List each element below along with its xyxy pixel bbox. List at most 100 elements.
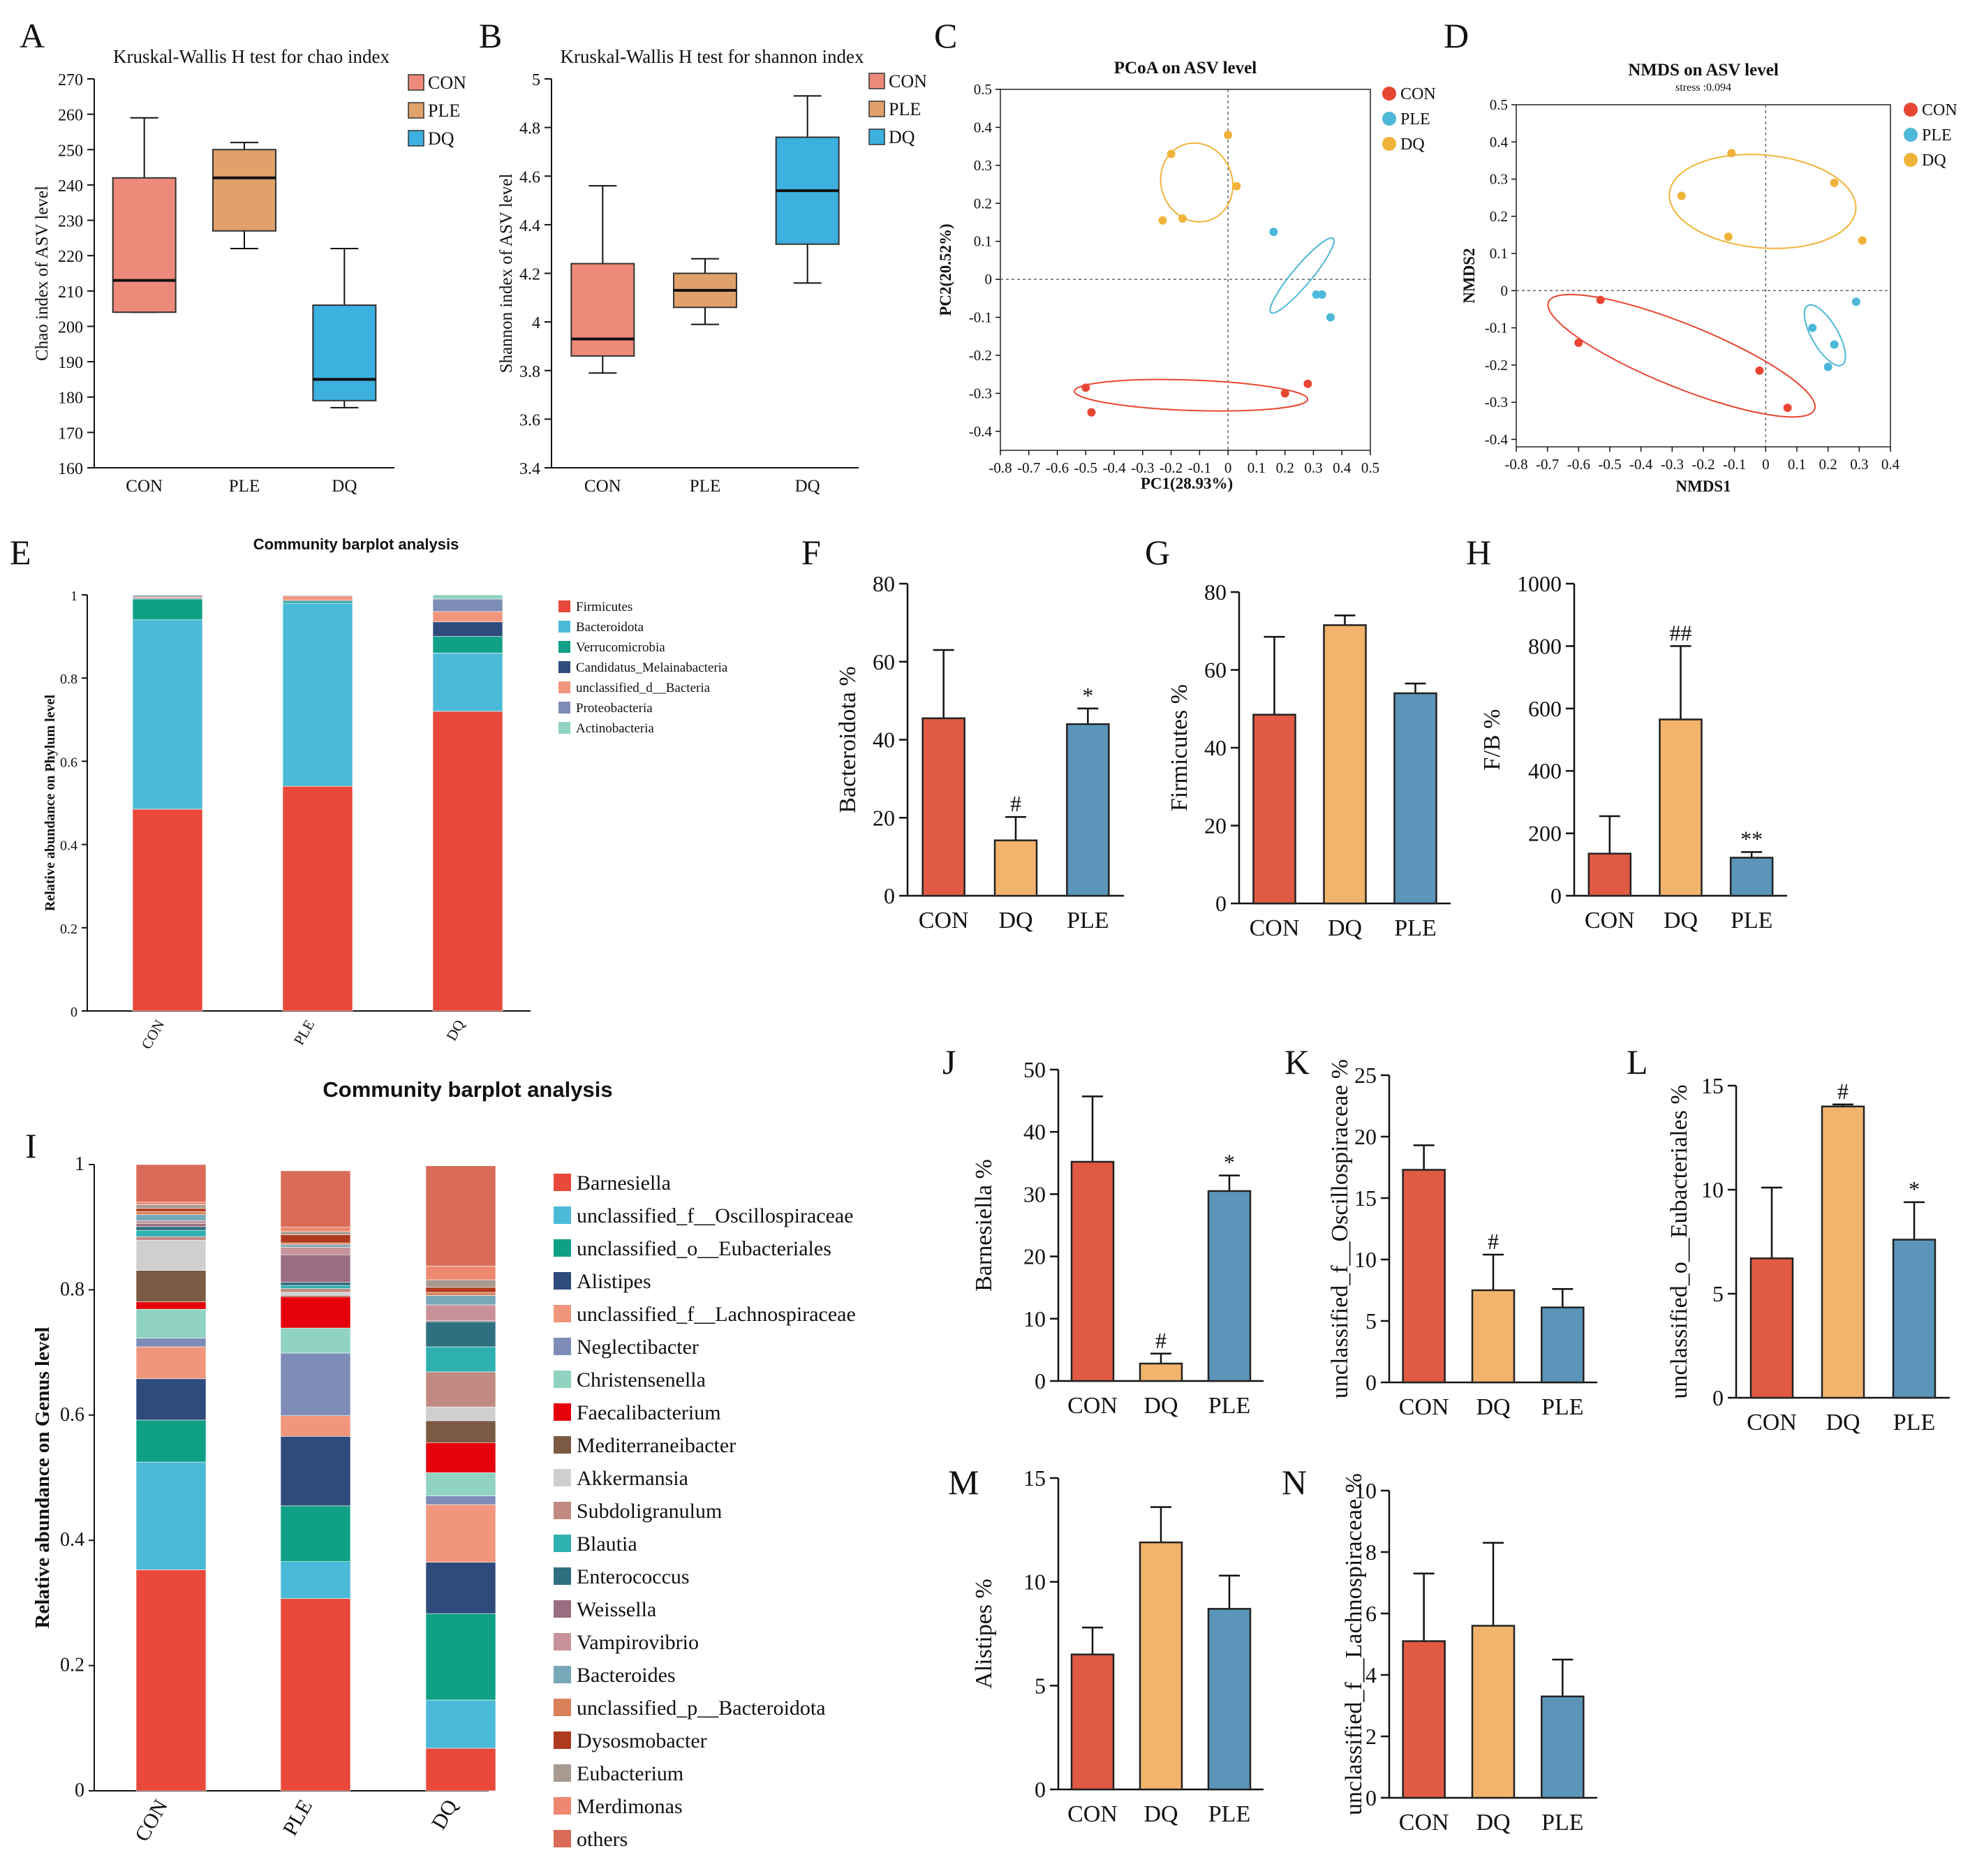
bar-segment bbox=[135, 1208, 207, 1212]
legend-swatch bbox=[554, 1174, 571, 1191]
legend-swatch bbox=[554, 1305, 571, 1322]
y-tick-label: 200 bbox=[58, 318, 83, 337]
legend-label: Blautia bbox=[577, 1532, 637, 1556]
x-tick-label: -0.8 bbox=[1504, 456, 1527, 473]
bar-segment bbox=[425, 1504, 496, 1563]
legend-swatch bbox=[408, 102, 424, 119]
y-axis-label: unclassified_f__Lachnospiraceae % bbox=[1341, 1473, 1367, 1815]
legend-swatch bbox=[554, 1666, 571, 1683]
x-tick-label: PLE bbox=[1893, 1410, 1935, 1435]
legend-swatch bbox=[554, 1206, 571, 1224]
x-tick-label: CON bbox=[919, 908, 969, 933]
legend-label: Barnesiella bbox=[577, 1172, 671, 1195]
legend-marker bbox=[1904, 153, 1918, 167]
bar-ple bbox=[1066, 723, 1110, 897]
panel-letter-c: C bbox=[934, 16, 957, 55]
bar-dq bbox=[1323, 624, 1367, 905]
point-ple bbox=[1269, 228, 1278, 237]
legend-swatch bbox=[554, 1797, 571, 1815]
legend-swatch bbox=[554, 1436, 571, 1454]
x-tick-label: CON bbox=[584, 477, 621, 496]
x-tick-label: 0.4 bbox=[1881, 456, 1900, 473]
x-tick-label: DQ bbox=[795, 477, 820, 496]
panel-letter-k: K bbox=[1284, 1042, 1310, 1081]
legend-label: DQ bbox=[889, 127, 915, 147]
bar-segment bbox=[425, 1442, 496, 1473]
legend-label: Faecalibacterium bbox=[577, 1401, 721, 1424]
legend-marker bbox=[1904, 103, 1918, 117]
y-tick-label: -0.1 bbox=[1485, 320, 1508, 337]
bar-segment bbox=[425, 1292, 496, 1296]
bar-segment bbox=[135, 1346, 207, 1380]
y-tick-label: -0.2 bbox=[1485, 357, 1508, 374]
x-tick-label: DQ bbox=[1328, 915, 1362, 941]
x-axis-label: NMDS1 bbox=[1675, 478, 1731, 495]
bar-segment bbox=[282, 594, 353, 596]
point-dq bbox=[1224, 131, 1233, 140]
legend-label: Dysosmobacter bbox=[577, 1729, 707, 1752]
legend-swatch bbox=[408, 74, 424, 91]
bar-segment bbox=[432, 611, 503, 623]
y-tick-label: 3.8 bbox=[519, 363, 540, 381]
bar-segment bbox=[135, 1461, 207, 1570]
x-tick-label: DQ bbox=[427, 1796, 462, 1833]
y-tick-label: 15 bbox=[1023, 1465, 1046, 1491]
bar-segment bbox=[135, 1236, 207, 1241]
confidence-ellipse-con bbox=[1547, 293, 1816, 418]
y-tick-label: 3.4 bbox=[519, 460, 540, 478]
x-tick-label: -0.4 bbox=[1102, 459, 1126, 476]
bar-segment bbox=[135, 1211, 207, 1216]
legend-label: unclassified_f__Lachnospiraceae bbox=[577, 1303, 856, 1326]
bar-dq bbox=[1139, 1541, 1183, 1791]
point-con bbox=[1081, 383, 1090, 392]
x-tick-label: 0.5 bbox=[1361, 459, 1379, 476]
x-tick-label: 0.3 bbox=[1850, 456, 1868, 473]
panel-letter-i: I bbox=[25, 1126, 37, 1165]
bar-segment bbox=[432, 636, 503, 653]
x-tick-label: 0.2 bbox=[1819, 456, 1837, 473]
legend-label: Candidatus_Melainabacteria bbox=[576, 660, 728, 675]
y-tick-label: -0.4 bbox=[1485, 431, 1509, 448]
legend-swatch bbox=[554, 1567, 571, 1585]
bar-con bbox=[1070, 1160, 1115, 1382]
y-axis-label: Firmicutes % bbox=[1167, 684, 1192, 811]
legend-swatch bbox=[868, 73, 885, 89]
y-tick-label: 0.5 bbox=[974, 81, 992, 98]
x-tick-label: CON bbox=[1250, 915, 1300, 941]
point-ple bbox=[1851, 297, 1860, 306]
x-tick-label: -0.8 bbox=[988, 459, 1012, 476]
point-dq bbox=[1158, 216, 1167, 225]
y-tick-label: 30 bbox=[1023, 1181, 1046, 1206]
plot-frame bbox=[1000, 89, 1371, 451]
chart-i: 0 0.2 0.4 0.6 0.8 1 Community barplot analysis… bbox=[31, 1077, 856, 1851]
bar-segment bbox=[135, 1301, 207, 1310]
bar-segment bbox=[135, 1204, 207, 1209]
significance-mark: # bbox=[1488, 1229, 1499, 1254]
x-tick-label: PLE bbox=[1541, 1810, 1583, 1836]
x-tick-label: CON bbox=[1747, 1410, 1797, 1435]
x-tick-label: -0.1 bbox=[1188, 459, 1211, 476]
legend-label: unclassified_f__Oscillospiraceae bbox=[577, 1204, 854, 1227]
point-dq bbox=[1724, 232, 1733, 242]
legend-swatch bbox=[868, 101, 885, 117]
legend-label: Christensenella bbox=[577, 1368, 706, 1391]
y-tick-label: 80 bbox=[873, 571, 895, 596]
y-tick-label: 10 bbox=[1701, 1177, 1724, 1202]
bar-segment bbox=[280, 1415, 351, 1437]
legend-swatch bbox=[554, 1469, 571, 1486]
legend-swatch bbox=[558, 661, 570, 673]
legend-marker bbox=[1382, 112, 1396, 126]
y-tick-label: 15 bbox=[1354, 1186, 1377, 1211]
bar-segment bbox=[432, 621, 503, 637]
legend-swatch bbox=[554, 1403, 571, 1421]
legend-swatch bbox=[554, 1371, 571, 1388]
bar-segment bbox=[135, 1570, 207, 1792]
bar-ple bbox=[1729, 857, 1774, 897]
y-tick-label: 0 bbox=[985, 271, 993, 288]
x-tick-label: PLE bbox=[1541, 1394, 1583, 1420]
y-tick-label: 4.6 bbox=[519, 168, 540, 186]
bar-segment bbox=[425, 1304, 496, 1321]
y-tick-label: 0 bbox=[884, 883, 895, 908]
